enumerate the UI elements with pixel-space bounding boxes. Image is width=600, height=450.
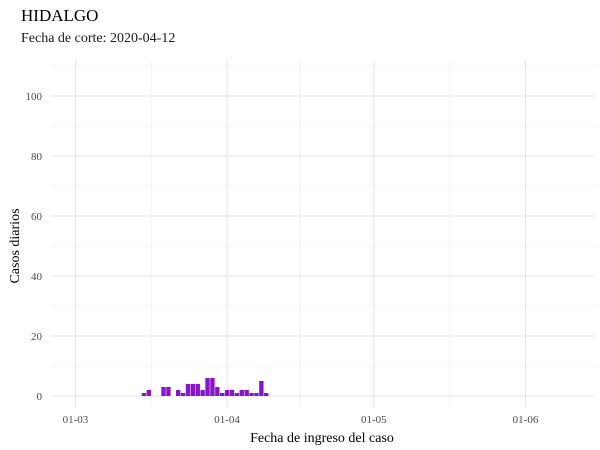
- y-tick-label: 0: [37, 391, 43, 403]
- bar: [229, 390, 235, 396]
- bar: [166, 387, 171, 396]
- bar: [215, 387, 220, 396]
- bar: [244, 390, 249, 396]
- y-tick-label: 100: [26, 91, 43, 103]
- y-axis-title: Casos diarios: [8, 208, 23, 283]
- y-axis-tick-labels: 0 20 40 60 80 100: [26, 91, 43, 403]
- bar: [141, 393, 147, 396]
- minor-gridlines: [51, 60, 594, 408]
- x-axis-title: Fecha de ingreso del caso: [250, 431, 394, 446]
- bar: [146, 390, 152, 396]
- x-tick-label: 01-06: [513, 414, 539, 426]
- bar: [200, 390, 205, 396]
- chart-title: HIDALGO: [21, 6, 98, 25]
- bar: [195, 384, 200, 396]
- bar: [185, 384, 191, 396]
- major-gridlines: [51, 60, 594, 408]
- bar: [175, 390, 181, 396]
- bar: [259, 381, 264, 396]
- bar: [210, 378, 215, 396]
- bar: [239, 390, 244, 396]
- chart-subtitle: Fecha de corte: 2020-04-12: [21, 31, 175, 46]
- bar: [234, 393, 240, 396]
- bar: [205, 378, 210, 396]
- bar: [190, 384, 196, 396]
- x-axis-tick-labels: 01-03 01-04 01-05 01-06: [63, 414, 539, 426]
- bar: [220, 393, 225, 396]
- bar: [264, 393, 269, 396]
- x-tick-label: 01-05: [361, 414, 387, 426]
- bar: [180, 393, 186, 396]
- bar: [161, 387, 166, 396]
- bar: [224, 390, 230, 396]
- x-tick-label: 01-04: [214, 414, 240, 426]
- bar: [254, 393, 259, 396]
- y-tick-label: 40: [31, 271, 43, 283]
- bar-series: [141, 378, 269, 396]
- x-tick-label: 01-03: [63, 414, 89, 426]
- bar: [249, 393, 254, 396]
- y-tick-label: 20: [31, 331, 43, 343]
- y-tick-label: 80: [31, 151, 43, 163]
- y-tick-label: 60: [31, 211, 43, 223]
